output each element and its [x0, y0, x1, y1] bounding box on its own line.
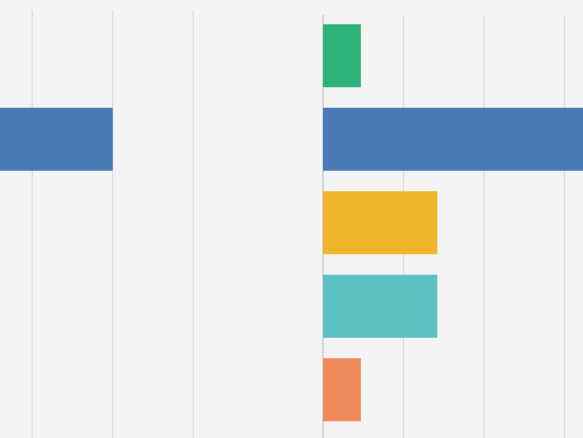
bar [323, 107, 583, 171]
bar [323, 358, 361, 422]
bar [323, 274, 438, 338]
bar [0, 107, 113, 171]
bar [323, 191, 438, 255]
bar [323, 24, 361, 88]
